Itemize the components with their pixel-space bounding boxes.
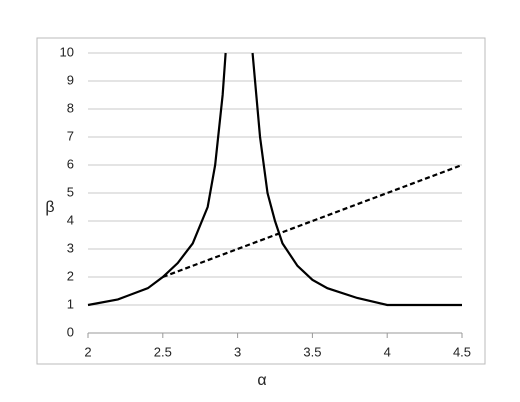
y-tick-label: 5 xyxy=(67,184,74,199)
x-tick-label: 3 xyxy=(234,344,241,359)
y-tick-label: 7 xyxy=(67,128,74,143)
series-line xyxy=(87,52,462,307)
y-tick-label: 1 xyxy=(67,296,74,311)
x-tick-label: 4 xyxy=(384,344,391,359)
y-tick-label: 9 xyxy=(67,72,74,87)
x-axis-label: α xyxy=(257,372,266,389)
x-tick-label: 4.5 xyxy=(453,344,471,359)
y-tick-label: 6 xyxy=(67,156,74,171)
chart-border xyxy=(36,37,486,365)
y-tick-label: 4 xyxy=(67,212,74,227)
y-tick-label: 2 xyxy=(67,268,74,283)
y-tick-label: 10 xyxy=(60,44,74,59)
series-line xyxy=(162,163,463,279)
y-tick-label: 8 xyxy=(67,100,74,115)
x-tick-label: 2.5 xyxy=(154,344,172,359)
y-tick-label: 3 xyxy=(67,240,74,255)
y-axis-label: β xyxy=(45,199,54,216)
y-tick-label: 0 xyxy=(67,324,74,339)
x-tick-label: 3.5 xyxy=(303,344,321,359)
x-tick-label: 2 xyxy=(84,344,91,359)
